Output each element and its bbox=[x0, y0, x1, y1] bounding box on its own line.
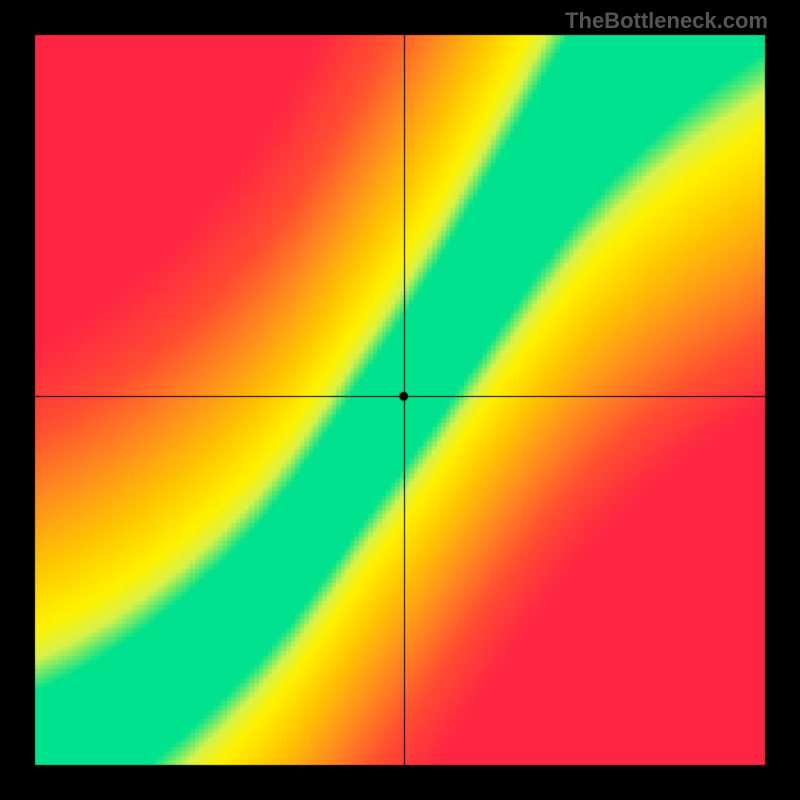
chart-stage: TheBottleneck.com bbox=[0, 0, 800, 800]
watermark-text: TheBottleneck.com bbox=[565, 8, 768, 34]
heatmap-canvas bbox=[0, 0, 800, 800]
